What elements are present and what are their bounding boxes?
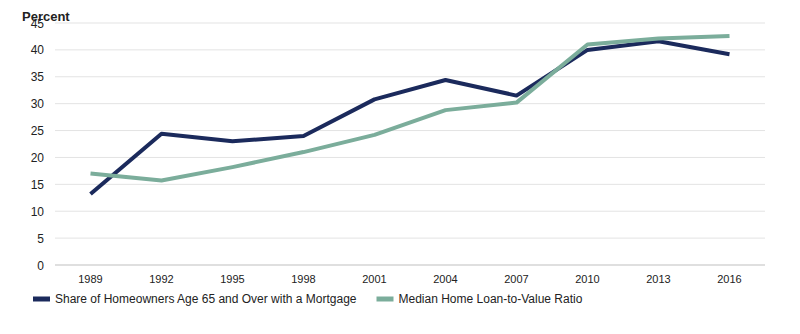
- chart-svg: Percent 0 5 10 15 20 25 30 35 40 45 1989 1992 1995 199…: [0, 0, 800, 334]
- y-tick-label: 45: [31, 17, 45, 31]
- y-tick-label: 30: [31, 97, 45, 111]
- y-tick-label: 0: [37, 259, 44, 273]
- y-axis-label: Percent: [22, 9, 70, 24]
- legend-label: Share of Homeowners Age 65 and Over with…: [55, 292, 357, 306]
- grid-line: [55, 49, 765, 50]
- y-tick-label: 25: [31, 124, 45, 138]
- series-line: [91, 41, 730, 194]
- x-tick-label: 2010: [575, 273, 599, 285]
- legend-label: Median Home Loan-to-Value Ratio: [399, 292, 583, 306]
- grid-line: [55, 103, 765, 104]
- x-tick-label: 2013: [646, 273, 670, 285]
- y-tick-label: 15: [31, 178, 45, 192]
- grid-line: [55, 211, 765, 212]
- x-tick-label: 2001: [362, 273, 386, 285]
- grid-line: [55, 76, 765, 77]
- x-tick-label: 2004: [433, 273, 457, 285]
- grid-line: [55, 238, 765, 239]
- x-tick-label: 2007: [504, 273, 528, 285]
- x-tick-label: 1995: [220, 273, 244, 285]
- y-tick-label: 5: [37, 232, 44, 246]
- x-tick-label: 2016: [717, 273, 741, 285]
- series-line: [91, 36, 730, 181]
- plot-lines: [91, 36, 730, 194]
- grid-line: [55, 23, 765, 24]
- x-tick-label: 1998: [291, 273, 315, 285]
- grid-line: [55, 184, 765, 185]
- legend-swatch: [377, 297, 394, 302]
- x-tick-label: 1992: [149, 273, 173, 285]
- legend-swatch: [33, 297, 50, 302]
- y-tick-label: 20: [31, 151, 45, 165]
- x-tick-label: 1989: [78, 273, 102, 285]
- chart-container: Percent 0 5 10 15 20 25 30 35 40 45 1989 1992 1995 199…: [0, 0, 800, 334]
- grid-line: [55, 157, 765, 158]
- grid-line: [55, 265, 765, 266]
- y-tick-label: 10: [31, 205, 45, 219]
- y-tick-label: 35: [31, 70, 45, 84]
- grid-line: [55, 130, 765, 131]
- y-tick-label: 40: [31, 43, 45, 57]
